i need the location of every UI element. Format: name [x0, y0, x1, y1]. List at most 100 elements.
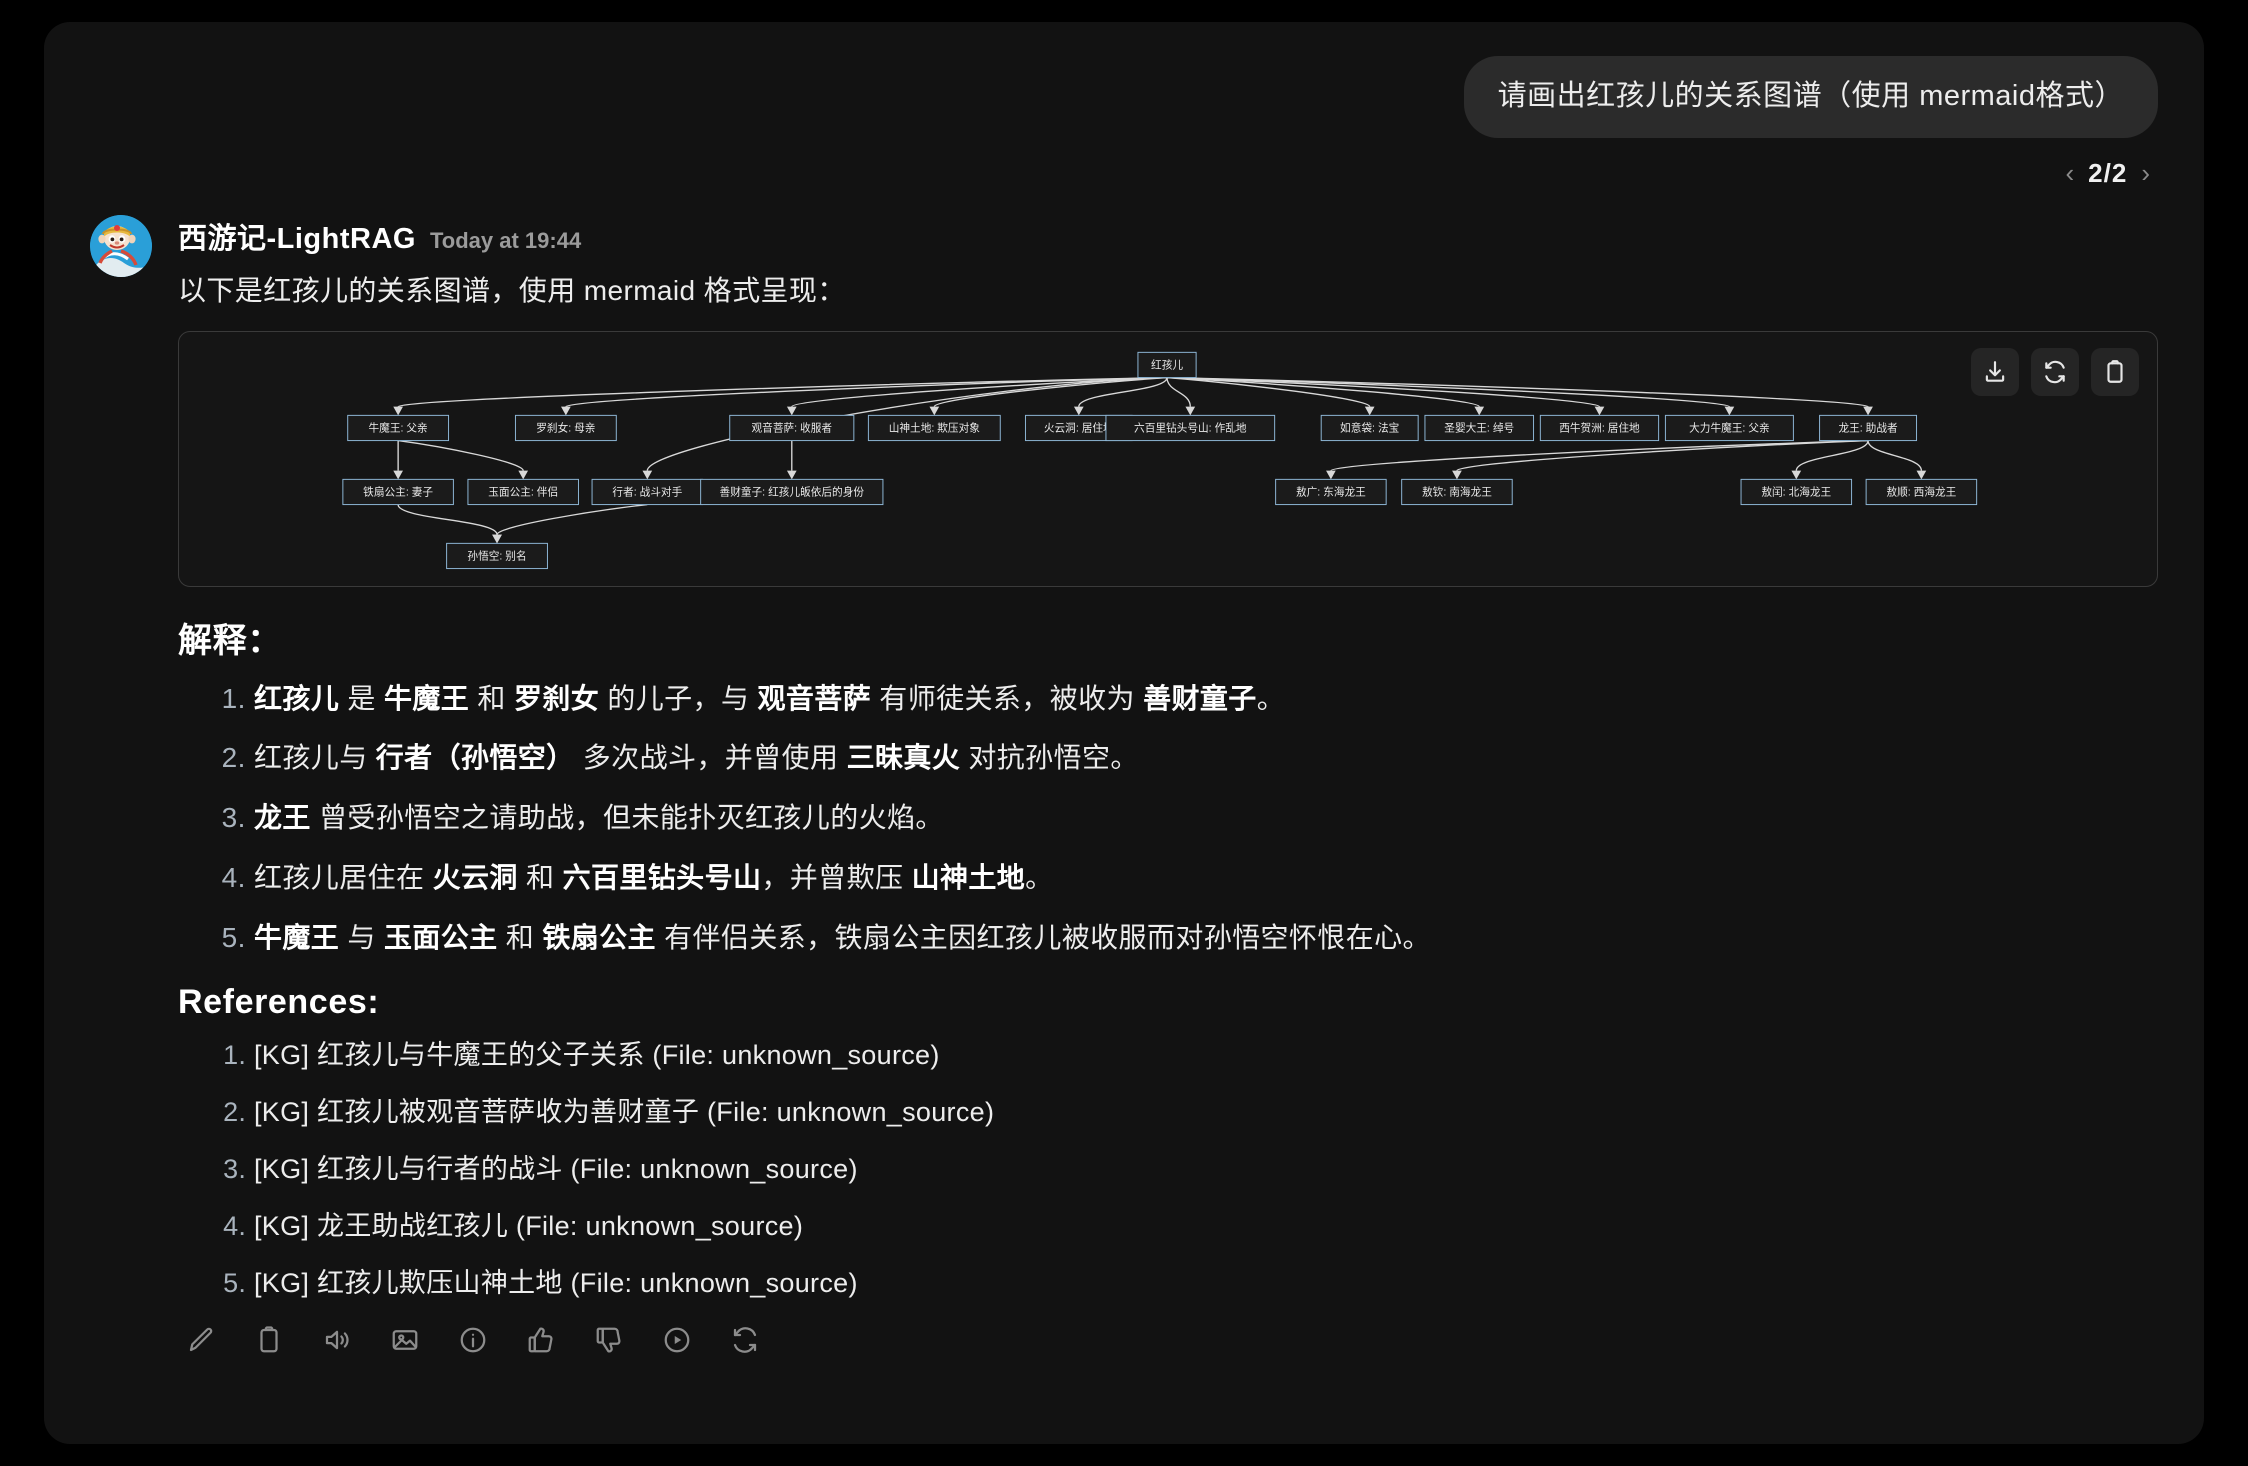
graph-node[interactable]: 龙王: 助战者 — [1819, 414, 1918, 441]
graph-edge — [398, 439, 524, 471]
graph-node[interactable]: 西牛贺洲: 居住地 — [1539, 414, 1660, 441]
graph-node[interactable]: 敖闰: 北海龙王 — [1740, 478, 1853, 505]
assistant-header: 西游记-LightRAG Today at 19:44 — [178, 215, 2158, 257]
edge-arrow — [393, 470, 403, 480]
diagram-toolbar — [1971, 347, 2139, 396]
graph-node-label: 敖钦: 南海龙王 — [1422, 485, 1492, 498]
graph-edge — [1456, 439, 1869, 471]
graph-node-box — [1137, 351, 1197, 378]
edge-arrow — [1185, 406, 1196, 416]
graph-node[interactable]: 红孩儿 — [1137, 351, 1197, 378]
explanation-item: 龙王 曾受孙悟空之请助战，但未能扑灭红孩儿的火焰。 — [254, 799, 2158, 837]
graph-node-box — [1819, 414, 1918, 441]
graph-node[interactable]: 善财童子: 红孩儿皈依后的身份 — [700, 478, 884, 505]
graph-edge — [1795, 440, 1869, 471]
graph-node-label: 六百里钻头号山: 作乱地 — [1134, 421, 1247, 434]
like-button[interactable] — [524, 1323, 558, 1357]
graph-node[interactable]: 孙悟空: 别名 — [446, 542, 548, 569]
chevron-left-icon[interactable]: ‹ — [2065, 158, 2075, 189]
graph-node[interactable]: 如意袋: 法宝 — [1320, 414, 1419, 441]
graph-edge — [397, 376, 1168, 407]
graph-node-label: 玉面公主: 伴侣 — [488, 485, 558, 498]
regenerate-diagram-button[interactable] — [2031, 347, 2079, 396]
edge-arrow — [1916, 470, 1927, 480]
graph-edge — [1166, 376, 1371, 407]
graph-node-label: 敖广: 东海龙王 — [1296, 485, 1366, 498]
conversation-scroll-area[interactable]: 请画出红孩儿的关系图谱（使用 mermaid格式） ‹ 2/2 › — [44, 22, 2204, 1444]
reference-item: [KG] 红孩儿欺压山神土地 (File: unknown_source) — [254, 1266, 2158, 1301]
explanation-item: 红孩儿居住在 火云洞 和 六百里钻头号山，并曾欺压 山神土地。 — [254, 859, 2158, 897]
graph-node[interactable]: 观音菩萨: 收服者 — [729, 414, 855, 441]
avatar[interactable] — [90, 214, 152, 277]
reference-item: [KG] 龙王助战红孩儿 (File: unknown_source) — [254, 1209, 2158, 1244]
regenerate-button[interactable] — [728, 1323, 762, 1357]
graph-node[interactable]: 敖顺: 西海龙王 — [1865, 478, 1978, 505]
read-aloud-button[interactable] — [320, 1323, 354, 1357]
graph-edge — [933, 376, 1168, 407]
graph-node-label: 圣婴大王: 绰号 — [1444, 421, 1514, 434]
graph-node[interactable]: 牛魔王: 父亲 — [347, 414, 450, 441]
graph-node[interactable]: 圣婴大王: 绰号 — [1424, 414, 1535, 441]
info-button[interactable] — [456, 1323, 490, 1357]
graph-edge — [1167, 376, 1869, 407]
copy-button[interactable] — [252, 1323, 286, 1357]
graph-node[interactable]: 大力牛魔王: 父亲 — [1664, 414, 1794, 441]
assistant-body: 西游记-LightRAG Today at 19:44 以下是红孩儿的关系图谱，… — [178, 215, 2158, 1357]
speaker-icon — [325, 1330, 349, 1350]
reference-item: [KG] 红孩儿与行者的战斗 (File: unknown_source) — [254, 1152, 2158, 1187]
graph-node-label: 行者: 战斗对手 — [612, 485, 682, 498]
graph-node[interactable]: 罗刹女: 母亲 — [514, 414, 617, 441]
explanation-title: 解释： — [178, 621, 282, 660]
graph-node-box — [1320, 414, 1419, 441]
chevron-right-icon[interactable]: › — [2141, 158, 2150, 189]
references-title: References: — [178, 982, 380, 1021]
graph-node[interactable]: 敖钦: 南海龙王 — [1401, 478, 1513, 505]
graph-edge — [1078, 376, 1168, 407]
edge-arrow — [1791, 470, 1802, 480]
graph-node-box — [342, 478, 454, 505]
dislike-button[interactable] — [592, 1323, 626, 1357]
graph-node-box — [467, 478, 579, 505]
graph-node[interactable]: 敖广: 东海龙王 — [1275, 478, 1387, 505]
monkey-king-avatar-icon — [90, 214, 152, 277]
graph-node-label: 观音菩萨: 收服者 — [752, 421, 833, 434]
graph-node-label: 西牛贺洲: 居住地 — [1559, 421, 1640, 434]
explanation-item: 红孩儿 是 牛魔王 和 罗刹女 的儿子，与 观音菩萨 有师徒关系，被收为 善财童… — [254, 680, 2158, 718]
explanation-list: 红孩儿 是 牛魔王 和 罗刹女 的儿子，与 观音菩萨 有师徒关系，被收为 善财童… — [178, 680, 2158, 957]
play-button[interactable] — [660, 1323, 694, 1357]
graph-node-box — [729, 414, 855, 441]
mermaid-diagram-card[interactable]: 红孩儿 牛魔王: 父亲 罗刹女: 母亲 观音菩萨: 收服者 山神土地: 欺压对象 火云洞:… — [178, 330, 2158, 587]
edit-button[interactable] — [184, 1323, 218, 1357]
edge-arrow — [518, 470, 529, 480]
graph-node[interactable]: 铁扇公主: 妻子 — [342, 478, 454, 505]
edge-arrow — [393, 406, 403, 416]
graph-node[interactable]: 行者: 战斗对手 — [591, 478, 704, 505]
edge-arrow — [642, 470, 653, 480]
graph-node[interactable]: 六百里钻头号山: 作乱地 — [1105, 414, 1276, 441]
graph-node-label: 红孩儿 — [1151, 358, 1183, 371]
pagination-count: 2/2 — [2088, 157, 2128, 188]
graph-node-label: 龙王: 助战者 — [1838, 421, 1898, 434]
graph-node-box — [591, 478, 704, 505]
edge-arrow — [1474, 406, 1485, 416]
graph-node-box — [1865, 478, 1978, 505]
edge-arrow — [1724, 406, 1735, 416]
graph-node-box — [1275, 478, 1387, 505]
thumbs-down-icon — [596, 1327, 621, 1353]
assistant-intro-text: 以下是红孩儿的关系图谱，使用 mermaid 格式呈现： — [178, 274, 846, 306]
graph-edges — [393, 376, 1927, 544]
graph-node-box — [1401, 478, 1513, 505]
graph-node-box — [347, 414, 450, 441]
image-button[interactable] — [388, 1323, 422, 1357]
graph-node-box — [700, 478, 884, 505]
edge-arrow — [1863, 406, 1873, 416]
graph-node[interactable]: 山神土地: 欺压对象 — [867, 414, 1001, 441]
graph-node[interactable]: 玉面公主: 伴侣 — [467, 478, 579, 505]
user-message-bubble[interactable]: 请画出红孩儿的关系图谱（使用 mermaid格式） — [1463, 56, 2158, 138]
reference-item: [KG] 红孩儿被观音菩萨收为善财童子 (File: unknown_sourc… — [254, 1095, 2158, 1130]
graph-node-box — [1664, 414, 1794, 441]
copy-diagram-button[interactable] — [2091, 347, 2139, 396]
graph-node-label: 敖顺: 西海龙王 — [1886, 485, 1956, 498]
download-button[interactable] — [1971, 347, 2019, 396]
graph-node-label: 如意袋: 法宝 — [1340, 421, 1399, 434]
